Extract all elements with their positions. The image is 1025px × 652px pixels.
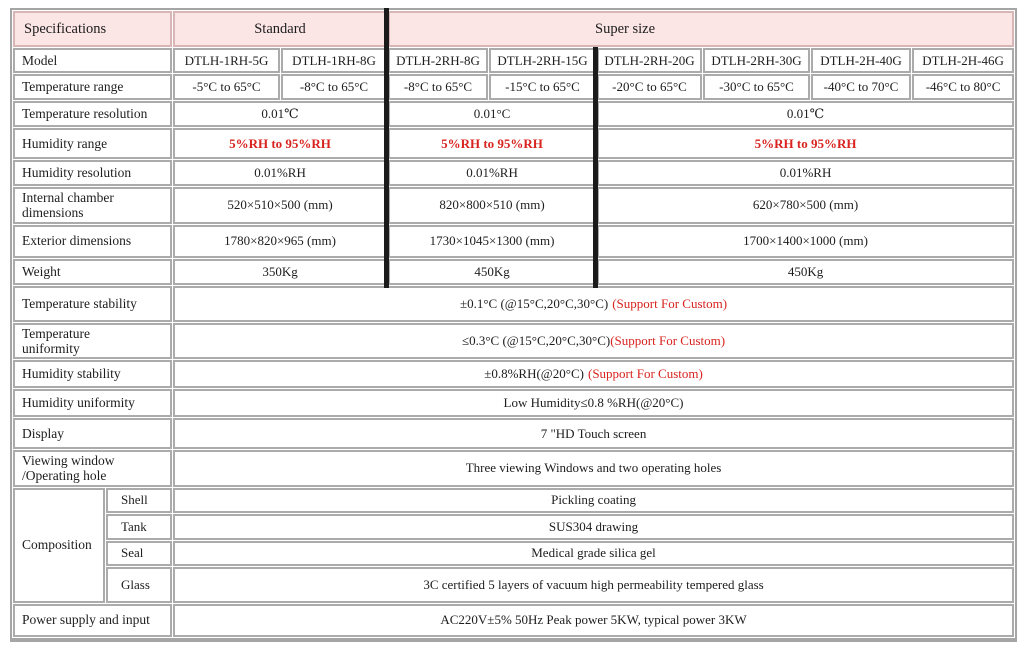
- composition-part-label: Glass: [106, 566, 172, 603]
- humidity-resolution-cell: 0.01%RH: [597, 160, 1015, 186]
- table-row-model: Model DTLH-1RH-5G DTLH-1RH-8G DTLH-2RH-8…: [13, 48, 1015, 73]
- row-label-power: Power supply and input: [13, 603, 172, 637]
- humidity-range-cell: 5%RH to 95%RH: [388, 128, 597, 159]
- row-label-humidity-range: Humidity range: [13, 128, 172, 159]
- internal-dimensions-cell: 520×510×500 (mm): [173, 187, 388, 224]
- model-cell: DTLH-1RH-8G: [281, 48, 388, 73]
- humidity-uniformity-cell: Low Humidity≤0.8 %RH(@20°C): [173, 389, 1015, 417]
- table-row-composition-tank: Tank SUS304 drawing: [13, 513, 1015, 540]
- humidity-stability-cell: ±0.8%RH(@20°C) (Support For Custom): [173, 360, 1015, 388]
- temperature-resolution-cell: 0.01℃: [597, 101, 1015, 127]
- humidity-resolution-cell: 0.01%RH: [388, 160, 597, 186]
- model-cell: DTLH-2RH-8G: [388, 48, 489, 73]
- humidity-resolution-cell: 0.01%RH: [173, 160, 388, 186]
- table-row-humidity-uniformity: Humidity uniformity Low Humidity≤0.8 %RH…: [13, 389, 1015, 417]
- group-divider-standard-super: [384, 8, 389, 288]
- weight-cell: 350Kg: [173, 258, 388, 285]
- exterior-dimensions-cell: 1780×820×965 (mm): [173, 224, 388, 258]
- temperature-range-cell: -40°C to 70°C: [811, 74, 912, 100]
- table-row-composition-seal: Seal Medical grade silica gel: [13, 540, 1015, 566]
- internal-dimensions-cell: 820×800×510 (mm): [388, 187, 597, 224]
- header-standard: Standard: [173, 11, 388, 47]
- temperature-stability-note: (Support For Custom): [612, 295, 728, 311]
- header-super-size: Super size: [388, 11, 1015, 47]
- temperature-uniformity-value: ≤0.3°C (@15°C,20°C,30°C): [461, 332, 611, 348]
- temperature-range-cell: -15°C to 65°C: [489, 74, 597, 100]
- temperature-range-cell: -30°C to 65°C: [703, 74, 811, 100]
- row-label-weight: Weight: [13, 258, 172, 285]
- table-row-temperature-uniformity: Temperature uniformity ≤0.3°C (@15°C,20°…: [13, 322, 1015, 359]
- table-row-temperature-stability: Temperature stability ±0.1°C (@15°C,20°C…: [13, 285, 1015, 322]
- composition-seal-cell: Medical grade silica gel: [173, 540, 1015, 566]
- humidity-stability-note: (Support For Custom): [587, 366, 703, 381]
- model-cell: DTLH-2H-40G: [811, 48, 912, 73]
- row-label-viewing-window: Viewing window /Operating hole: [13, 450, 172, 487]
- temperature-stability-value: ±0.1°C (@15°C,20°C,30°C): [459, 295, 609, 311]
- temperature-range-cell: -46°C to 80°C: [912, 74, 1015, 100]
- table-row-display: Display 7 "HD Touch screen: [13, 418, 1015, 449]
- table-row-internal-dimensions: Internal chamber dimensions 520×510×500 …: [13, 187, 1015, 224]
- row-label-composition: Composition: [13, 487, 105, 603]
- temperature-uniformity-cell: ≤0.3°C (@15°C,20°C,30°C)(Support For Cus…: [173, 322, 1015, 359]
- row-label-temperature-uniformity: Temperature uniformity: [13, 322, 172, 359]
- display-cell: 7 "HD Touch screen: [173, 418, 1015, 449]
- humidity-stability-value: ±0.8%RH(@20°C): [484, 366, 584, 381]
- table-row-weight: Weight 350Kg 450Kg 450Kg: [13, 258, 1015, 285]
- temperature-resolution-cell: 0.01°C: [388, 101, 597, 127]
- row-label-temperature-range: Temperature range: [13, 74, 172, 100]
- model-cell: DTLH-2RH-30G: [703, 48, 811, 73]
- row-label-temperature-resolution: Temperature resolution: [13, 101, 172, 127]
- humidity-range-cell: 5%RH to 95%RH: [173, 128, 388, 159]
- power-cell: AC220V±5% 50Hz Peak power 5KW, typical p…: [173, 603, 1015, 637]
- table-row-humidity-stability: Humidity stability ±0.8%RH(@20°C) (Suppor…: [13, 360, 1015, 388]
- temperature-resolution-cell: 0.01℃: [173, 101, 388, 127]
- row-label-internal-dimensions: Internal chamber dimensions: [13, 187, 172, 224]
- table-row-humidity-resolution: Humidity resolution 0.01%RH 0.01%RH 0.01…: [13, 160, 1015, 186]
- table-row-humidity-range: Humidity range 5%RH to 95%RH 5%RH to 95%…: [13, 128, 1015, 159]
- temperature-range-cell: -20°C to 65°C: [597, 74, 703, 100]
- row-label-display: Display: [13, 418, 172, 449]
- table-row-header: Specifications Standard Super size: [13, 11, 1015, 47]
- table-row-composition-glass: Glass 3C certified 5 layers of vacuum hi…: [13, 566, 1015, 603]
- internal-dimensions-cell: 620×780×500 (mm): [597, 187, 1015, 224]
- weight-cell: 450Kg: [597, 258, 1015, 285]
- exterior-dimensions-cell: 1730×1045×1300 (mm): [388, 224, 597, 258]
- temperature-range-cell: -8°C to 65°C: [388, 74, 489, 100]
- row-label-humidity-stability: Humidity stability: [13, 360, 172, 388]
- table-row-temperature-resolution: Temperature resolution 0.01℃ 0.01°C 0.01…: [13, 101, 1015, 127]
- model-cell: DTLH-1RH-5G: [173, 48, 280, 73]
- table-row-composition-shell: Composition Shell Pickling coating: [13, 487, 1015, 603]
- header-specifications: Specifications: [13, 11, 172, 47]
- model-cell: DTLH-2H-46G: [912, 48, 1015, 73]
- temperature-uniformity-note: (Support For Custom): [610, 332, 726, 348]
- composition-part-label: Seal: [106, 540, 172, 566]
- model-cell: DTLH-2RH-20G: [597, 48, 703, 73]
- row-label-temperature-stability: Temperature stability: [13, 285, 172, 322]
- exterior-dimensions-cell: 1700×1400×1000 (mm): [597, 224, 1015, 258]
- temperature-range-cell: -8°C to 65°C: [281, 74, 388, 100]
- weight-cell: 450Kg: [388, 258, 597, 285]
- table-row-exterior-dimensions: Exterior dimensions 1780×820×965 (mm) 17…: [13, 224, 1015, 258]
- group-divider-super-subgroup: [593, 47, 598, 288]
- row-label-humidity-resolution: Humidity resolution: [13, 160, 172, 186]
- composition-part-label: Shell: [106, 487, 172, 513]
- row-label-model: Model: [13, 48, 172, 73]
- table-row-power: Power supply and input AC220V±5% 50Hz Pe…: [13, 603, 1015, 637]
- composition-shell-cell: Pickling coating: [173, 487, 1015, 513]
- model-cell: DTLH-2RH-15G: [489, 48, 597, 73]
- humidity-range-cell: 5%RH to 95%RH: [597, 128, 1015, 159]
- composition-part-label: Tank: [106, 513, 172, 540]
- viewing-window-cell: Three viewing Windows and two operating …: [173, 450, 1015, 487]
- row-label-exterior-dimensions: Exterior dimensions: [13, 224, 172, 258]
- composition-tank-cell: SUS304 drawing: [173, 513, 1015, 540]
- temperature-range-cell: -5°C to 65°C: [173, 74, 280, 100]
- row-label-humidity-uniformity: Humidity uniformity: [13, 389, 172, 417]
- specifications-table: Specifications Standard Super size Model…: [10, 8, 1018, 642]
- composition-glass-cell: 3C certified 5 layers of vacuum high per…: [173, 566, 1015, 603]
- temperature-stability-cell: ±0.1°C (@15°C,20°C,30°C) (Support For Cus…: [173, 285, 1015, 322]
- table-row-temperature-range: Temperature range -5°C to 65°C -8°C to 6…: [13, 74, 1015, 100]
- table-row-viewing-window: Viewing window /Operating hole Three vie…: [13, 450, 1015, 487]
